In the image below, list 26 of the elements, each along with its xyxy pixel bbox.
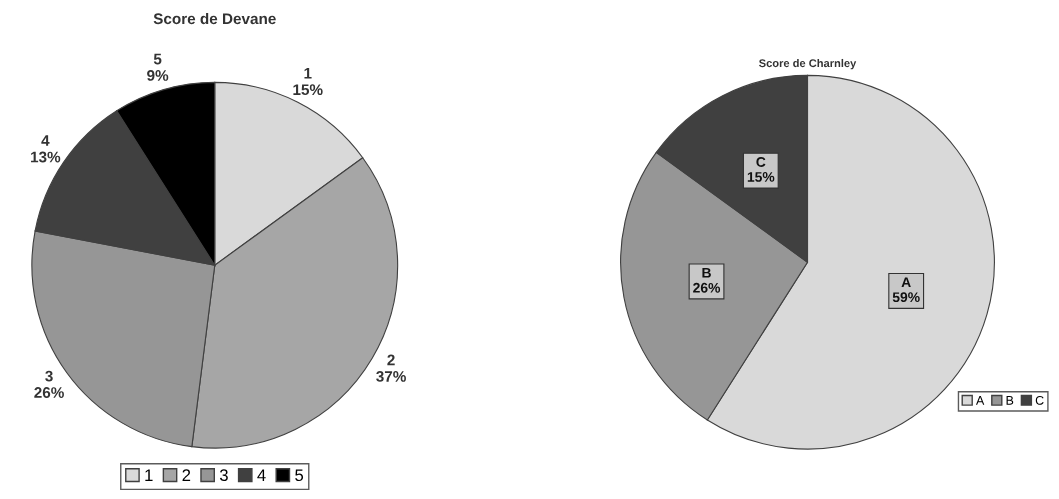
slice-label: B: [702, 268, 711, 278]
legend-label: B: [1006, 396, 1014, 405]
data-label: 13%: [31, 151, 61, 163]
legend-label: 4: [257, 469, 266, 481]
slice-label: 1: [304, 67, 312, 79]
legend-label: C: [1035, 395, 1044, 405]
data-label: 15%: [747, 172, 775, 182]
slice-label: 4: [41, 135, 50, 146]
data-label: 15%: [293, 84, 323, 96]
legend-label: 5: [295, 469, 304, 482]
legend-label: A: [975, 396, 985, 405]
data-label: 9%: [147, 70, 169, 81]
legend-label: 1: [145, 469, 153, 481]
data-label: 26%: [34, 387, 64, 398]
chart-title: Score de Devane: [153, 12, 276, 25]
slice-label: A: [901, 277, 911, 288]
slice-label: C: [756, 157, 766, 167]
data-label: 37%: [376, 371, 406, 382]
slice-label: 5: [153, 53, 162, 65]
slice-label: 3: [45, 370, 53, 382]
legend-label: 3: [219, 469, 228, 482]
legend-label: 2: [182, 469, 191, 481]
data-label: 59%: [892, 292, 920, 303]
data-label: 26%: [693, 282, 721, 293]
slice-label: 2: [387, 354, 395, 366]
chart-title: Score de Charnley: [759, 58, 857, 70]
